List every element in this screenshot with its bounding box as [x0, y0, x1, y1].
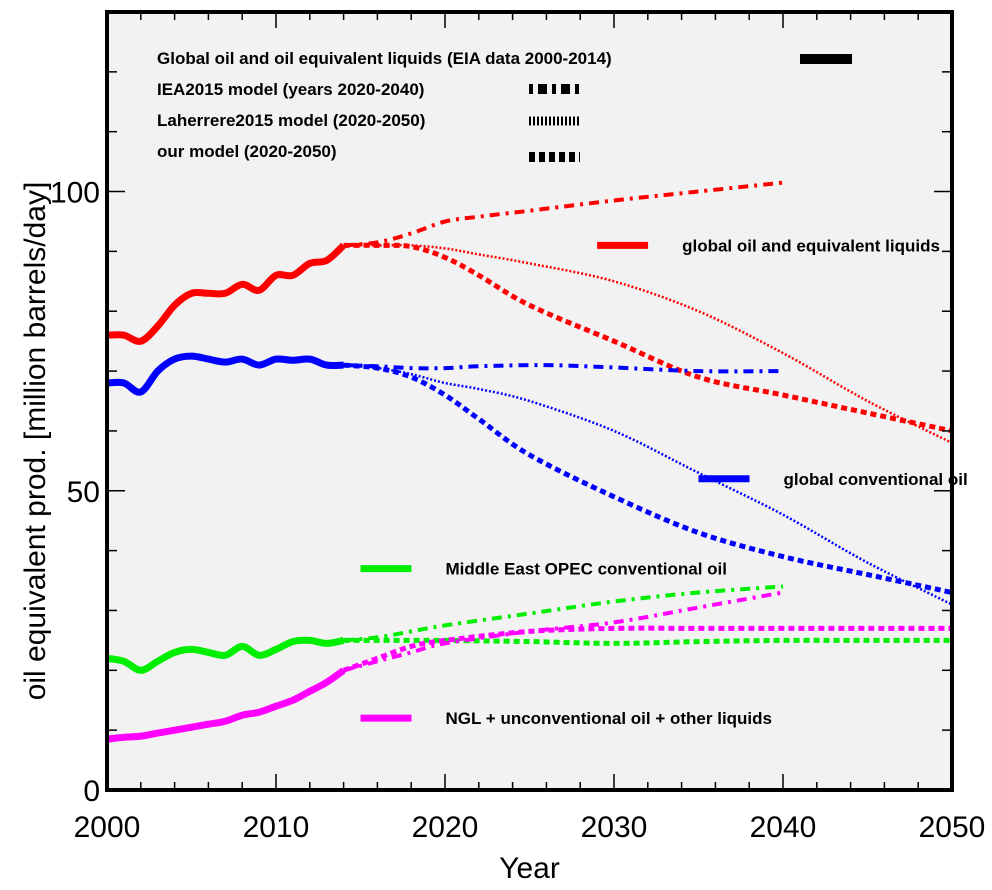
series-line-global-oil-and-equivalent-liquids-dashed [343, 242, 953, 434]
series-line-middle-east-opec-conventional-oil-dashdot [343, 584, 784, 643]
x-tick-label: 2030 [581, 811, 648, 844]
x-tick-label: 2010 [243, 811, 310, 844]
y-tick-label: 50 [67, 476, 100, 509]
chart-legend: Global oil and oil equivalent liquids (E… [157, 49, 852, 162]
x-tick-label: 2020 [412, 811, 479, 844]
annotation-label-global-conventional-oil: global conventional oil [784, 470, 968, 489]
x-tick-label: 2050 [919, 811, 986, 844]
legend-label-dotted: Laherrere2015 model (2020-2050) [157, 111, 425, 130]
plot-frame [105, 10, 954, 792]
annotation-label-ngl-unconventional-oil-other-liquids: NGL + unconventional oil + other liquids [446, 709, 773, 728]
x-tick-label: 2040 [750, 811, 817, 844]
series-line-global-conventional-oil-dashdot [343, 363, 784, 374]
annotation-label-global-oil-and-equivalent-liquids: global oil and equivalent liquids [682, 236, 940, 255]
y-tick-label: 0 [83, 775, 100, 808]
series-line-global-conventional-oil-solid [106, 352, 344, 396]
series-line-global-oil-and-equivalent-liquids-solid [106, 242, 347, 345]
y-tick-label: 100 [50, 177, 100, 210]
legend-label-dashed: our model (2020-2050) [157, 142, 337, 161]
y-axis-label: oil equivalent prod. [million barrels/da… [19, 182, 52, 701]
series-line-ngl-unconventional-oil-other-liquids-dashdot [343, 590, 784, 673]
legend-label-solid: Global oil and oil equivalent liquids (E… [157, 49, 612, 68]
chart-annotations: global oil and equivalent liquids global … [360, 236, 968, 728]
x-axis-label: Year [499, 852, 560, 885]
x-tick-label: 2000 [74, 811, 141, 844]
series-line-ngl-unconventional-oil-other-liquids-solid [106, 667, 346, 743]
series-line-ngl-unconventional-oil-other-liquids-dashed [342, 625, 952, 673]
series-line-middle-east-opec-conventional-oil-solid [106, 636, 345, 674]
legend-label-dashdot: IEA2015 model (years 2020-2040) [157, 80, 424, 99]
series-line-middle-east-opec-conventional-oil-dashed [343, 637, 952, 646]
chart-marks [106, 180, 953, 743]
annotation-label-middle-east-opec-conventional-oil: Middle East OPEC conventional oil [446, 560, 728, 579]
series-line-global-conventional-oil-dashed [343, 362, 953, 595]
chart-axes: 2000 2010 2020 2030 2040 2050 0 50 100 [50, 11, 986, 844]
